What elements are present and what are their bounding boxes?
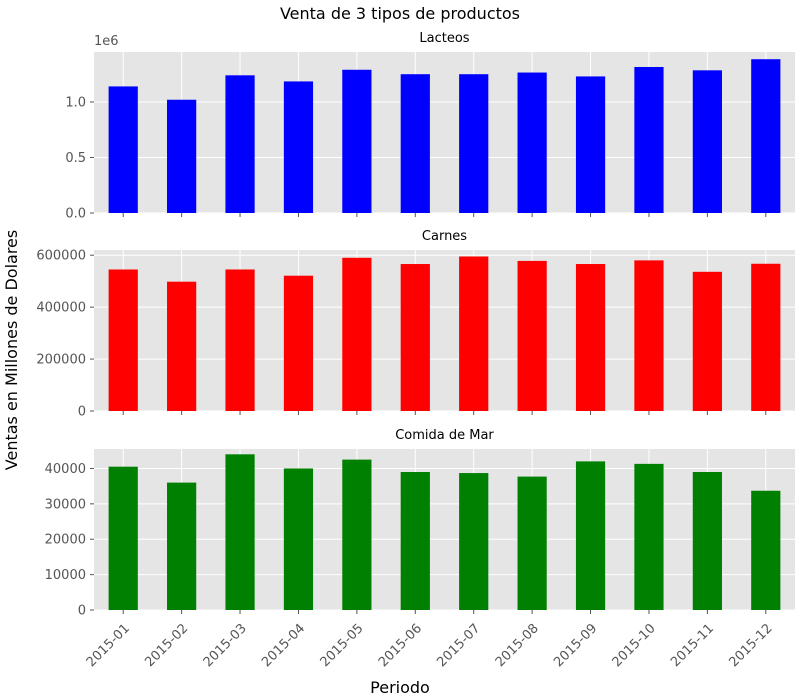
- bar-2015-08: [517, 476, 547, 610]
- y-tick-label: 0: [78, 405, 86, 420]
- y-tick-label: 1.0: [65, 95, 86, 110]
- bar-2015-02: [167, 482, 197, 610]
- bar-2015-10: [634, 260, 664, 411]
- y-tick-label: 20000: [45, 533, 86, 548]
- y-tick-label: 200000: [36, 353, 86, 368]
- x-axis-label: Periodo: [370, 678, 430, 697]
- x-tick-label: 2015-10: [610, 621, 659, 670]
- panel-title: Carnes: [422, 229, 467, 244]
- y-tick-label: 0: [78, 604, 86, 619]
- y-axis-label: Ventas en Millones de Dolares: [2, 230, 21, 470]
- x-tick-label: 2015-03: [201, 621, 250, 670]
- panel-3: 0 10000 20000 30000 40000 Comida de Mar 2015-0…: [45, 428, 795, 670]
- bar-2015-03: [225, 75, 255, 214]
- bar-2015-05: [342, 459, 372, 610]
- offset-label: 1e6: [94, 34, 119, 49]
- bar-2015-07: [459, 74, 489, 213]
- bar-2015-04: [283, 275, 314, 411]
- bar-2015-12: [751, 263, 781, 411]
- bar-2015-05: [342, 69, 372, 213]
- bar-2015-11: [692, 472, 722, 610]
- x-tick-label: 2015-04: [259, 621, 308, 670]
- bar-2015-01: [108, 269, 138, 411]
- bar-2015-03: [225, 269, 255, 411]
- bar-2015-12: [751, 490, 781, 610]
- bar-2015-04: [283, 468, 314, 610]
- panel-title: Comida de Mar: [395, 428, 494, 443]
- panel-1: 0.0 0.5 1.0 Lacteos 1e6: [65, 31, 795, 222]
- bar-2015-02: [167, 99, 197, 213]
- y-tick-label: 400000: [36, 301, 86, 316]
- y-tick-label: 0.0: [65, 207, 86, 222]
- bar-2015-10: [634, 463, 664, 610]
- x-tick-label: 2015-02: [142, 621, 191, 670]
- x-tick-label: 2015-09: [551, 621, 600, 670]
- bar-2015-07: [459, 473, 489, 610]
- bar-2015-11: [692, 70, 722, 214]
- chart-panels: 0.00.51.0Lacteos1e60200000400000600000Ca…: [36, 31, 795, 670]
- panel-title: Lacteos: [419, 31, 469, 46]
- plot-background: [94, 52, 795, 213]
- bar-2015-09: [575, 76, 606, 214]
- x-tick-label: 2015-05: [318, 621, 367, 670]
- y-tick-label: 40000: [45, 462, 86, 477]
- y-tick-label: 30000: [45, 497, 86, 512]
- bar-2015-06: [400, 74, 430, 213]
- bar-2015-09: [575, 461, 606, 610]
- y-tick-label: 0.5: [65, 151, 86, 166]
- y-tick-label: 600000: [36, 249, 86, 264]
- plot-background: [94, 250, 795, 411]
- x-tick-label: 2015-06: [376, 621, 425, 670]
- bar-2015-12: [751, 59, 781, 214]
- x-tick-label: 2015-08: [493, 621, 542, 670]
- panel-2: 0 200000 400000 600000 Carnes: [36, 229, 795, 420]
- plot-background: [94, 449, 795, 610]
- chart-title: Venta de 3 tipos de productos: [280, 4, 520, 23]
- bar-2015-04: [283, 81, 314, 214]
- bar-2015-11: [692, 271, 722, 411]
- bar-2015-05: [342, 257, 372, 411]
- x-tick-label: 2015-01: [84, 621, 133, 670]
- bar-2015-01: [108, 466, 138, 610]
- bar-2015-01: [108, 86, 138, 213]
- bar-2015-06: [400, 264, 430, 411]
- x-tick-label: 2015-11: [668, 621, 717, 670]
- bar-2015-08: [517, 260, 547, 411]
- bar-2015-06: [400, 472, 430, 610]
- bar-2015-08: [517, 72, 547, 213]
- y-tick-label: 10000: [45, 568, 86, 583]
- bar-2015-02: [167, 281, 197, 411]
- x-tick-label: 2015-12: [726, 621, 775, 670]
- bar-2015-03: [225, 454, 255, 610]
- x-tick-label: 2015-07: [434, 621, 483, 670]
- bar-2015-09: [575, 264, 606, 411]
- bar-2015-07: [459, 256, 489, 411]
- bar-2015-10: [634, 66, 664, 213]
